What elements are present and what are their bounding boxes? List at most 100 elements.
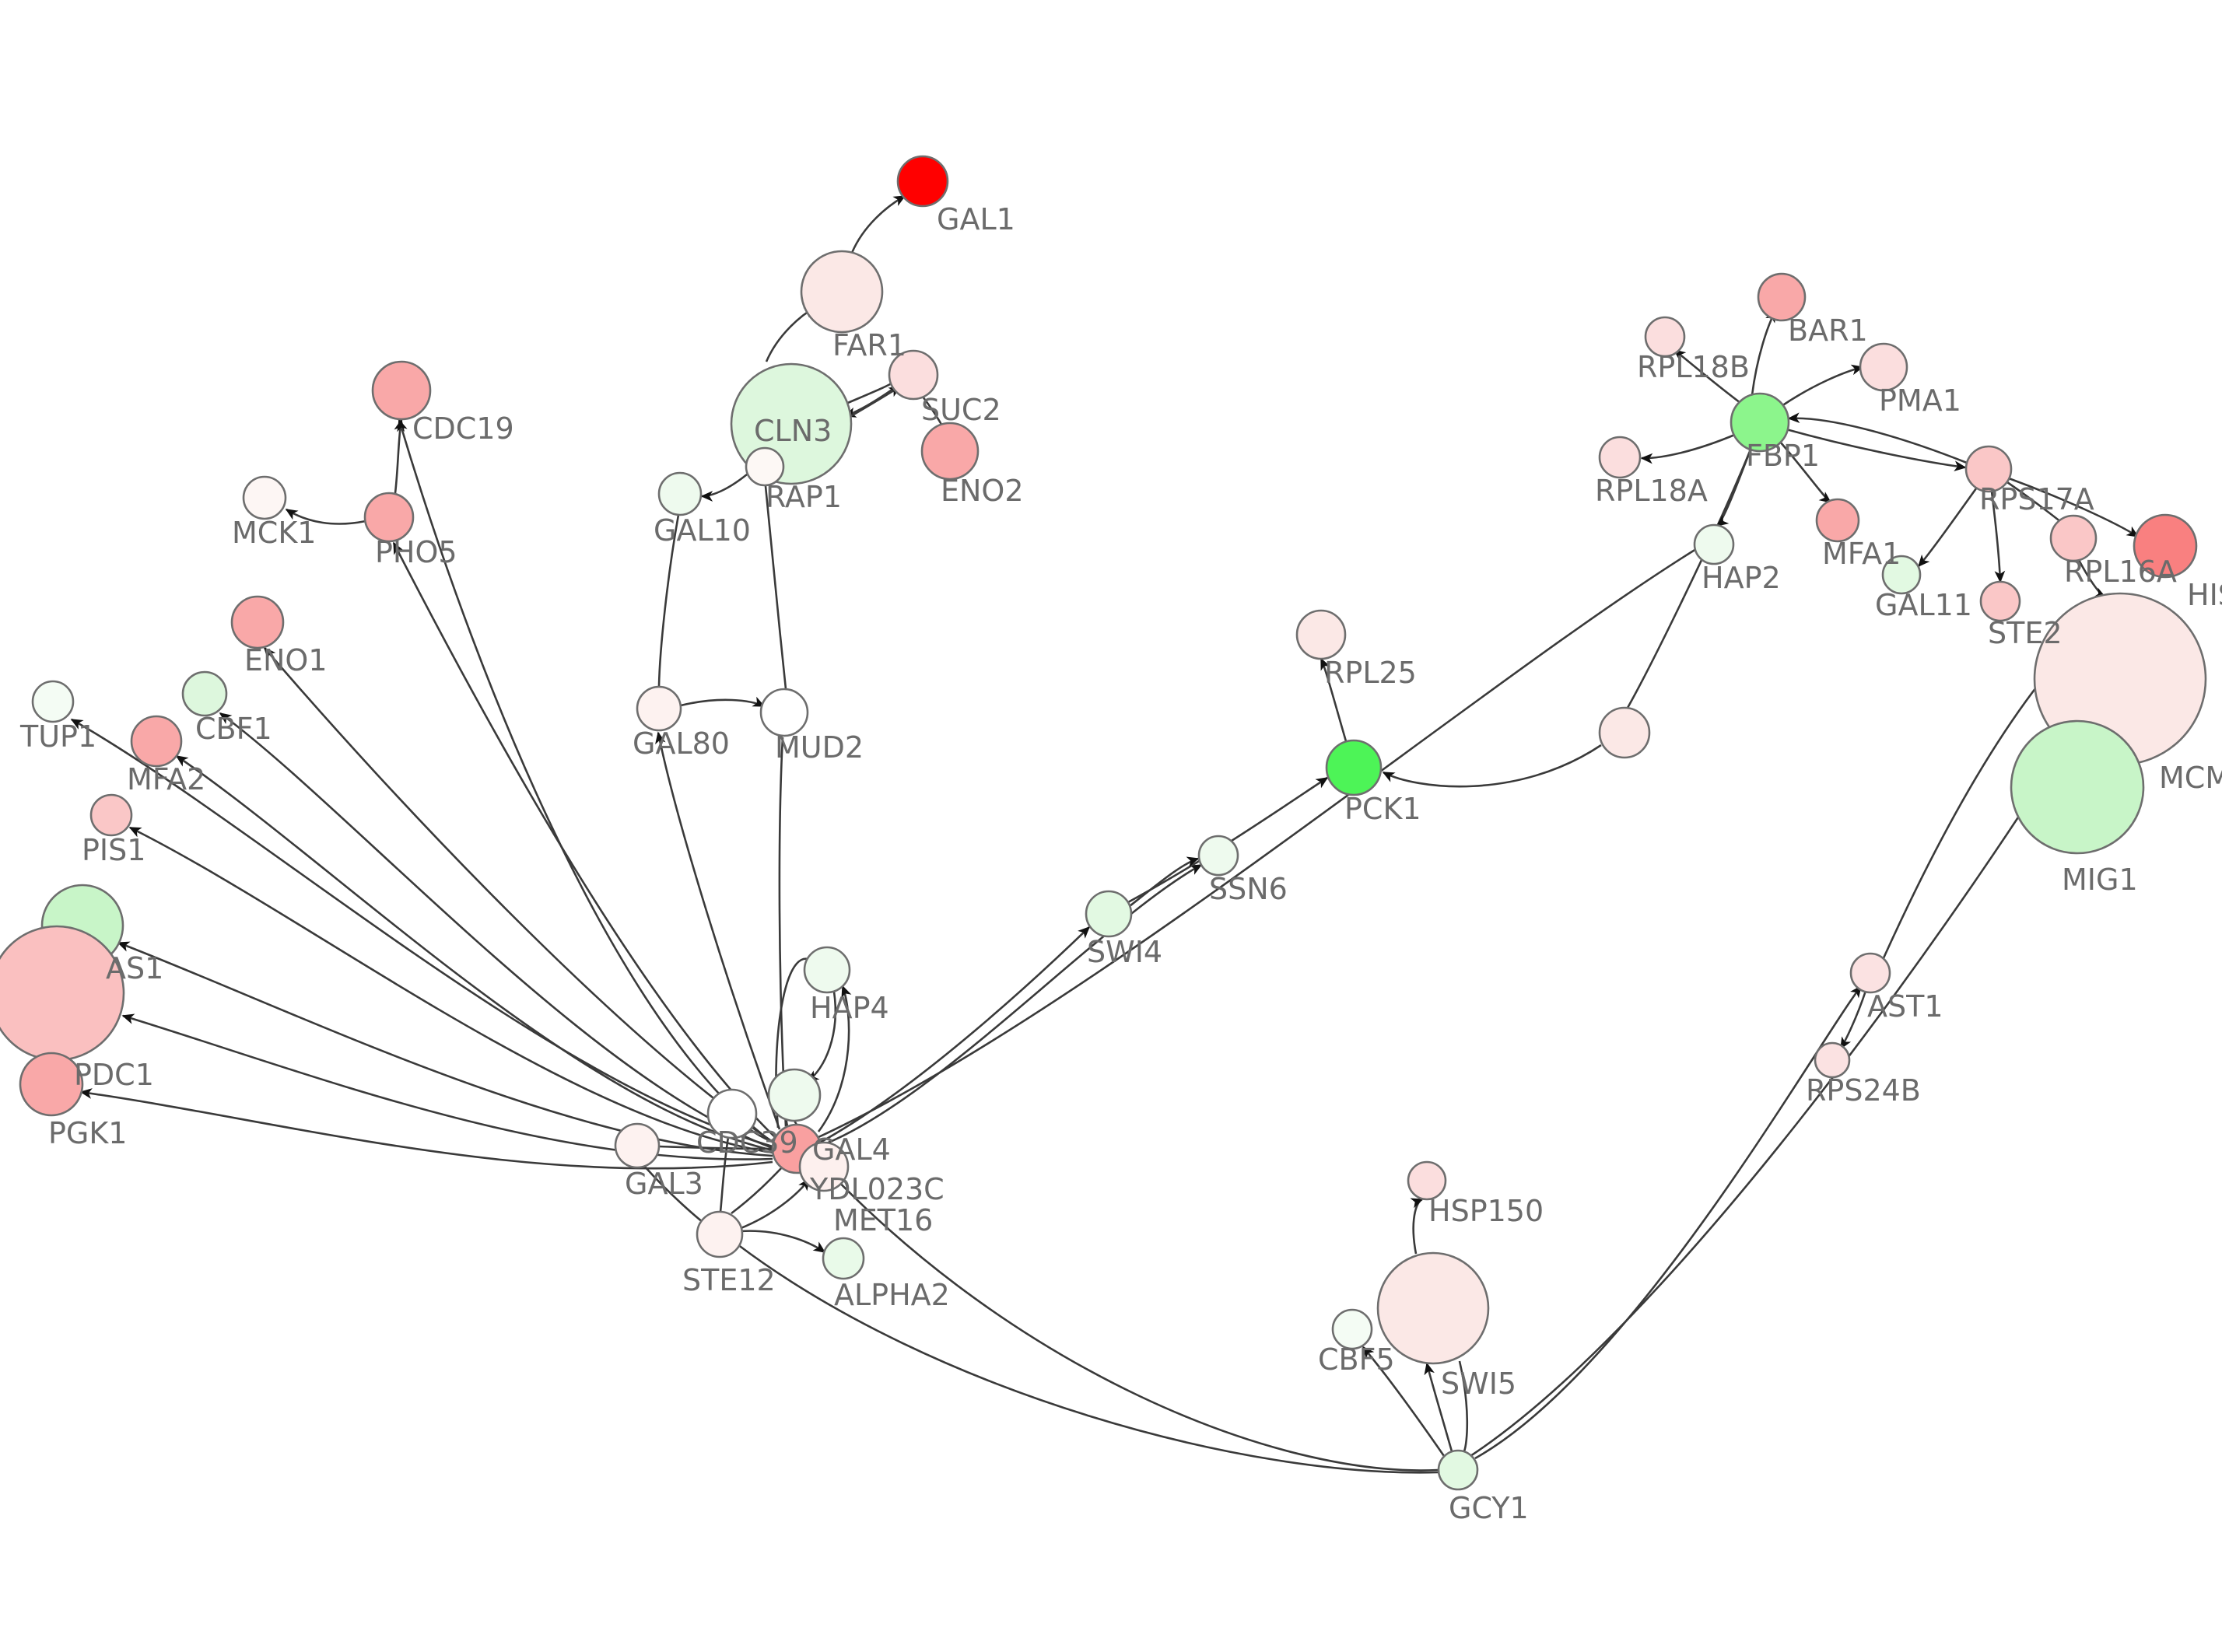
node-gal3[interactable] — [614, 1122, 661, 1169]
edge-gal4-to-hap2[interactable] — [818, 548, 1697, 1139]
node-pgk1[interactable] — [19, 1052, 84, 1117]
node-mud2[interactable] — [759, 688, 809, 737]
node-pdc1[interactable] — [0, 925, 125, 1062]
edge-gal4-to-pho5[interactable] — [392, 541, 776, 1138]
node-pck1[interactable] — [1325, 739, 1383, 796]
node-hap2[interactable] — [1693, 523, 1735, 565]
node-cbf1[interactable] — [181, 670, 228, 717]
node-gcy1[interactable] — [1437, 1449, 1479, 1491]
edge-ste12-to-alpha2[interactable] — [740, 1230, 826, 1254]
edge-gal4-to-swi4[interactable] — [818, 926, 1091, 1145]
node-ast1[interactable] — [1849, 952, 1891, 994]
edge-mcm1-to-ast1[interactable] — [1881, 684, 2040, 961]
edge-gal4-to-hap4[interactable] — [817, 985, 852, 1132]
edge-gcy1-to-ast1[interactable] — [1474, 985, 1863, 1460]
edge-cln3-to-gal10[interactable] — [700, 473, 748, 502]
node-bar1[interactable] — [1757, 272, 1807, 322]
edge-ste12-to-ydl023c[interactable] — [738, 1178, 811, 1230]
edge-mud2-to-rap1[interactable] — [764, 485, 787, 690]
node-hap4[interactable] — [803, 946, 851, 994]
node-ssn6[interactable] — [1197, 835, 1239, 877]
node-ste2[interactable] — [1979, 580, 2021, 622]
edge-gal4-to-pdc1[interactable] — [121, 1013, 773, 1160]
edge-swi4-to-pck1[interactable] — [1127, 776, 1329, 904]
node-far1[interactable] — [800, 250, 884, 334]
node-gal80[interactable] — [636, 685, 682, 732]
node-rpl18a[interactable] — [1598, 436, 1642, 479]
edge-fbp1-to-bar1[interactable] — [1751, 310, 1777, 396]
edge-rps17a-to-gal11[interactable] — [1917, 488, 1978, 568]
node-his4[interactable] — [2133, 513, 2198, 579]
node-rps24b[interactable] — [1814, 1041, 1851, 1079]
edge-far1-to-gal1[interactable] — [850, 194, 906, 254]
node-cdc39[interactable] — [706, 1088, 758, 1139]
node-ast1hub[interactable] — [1598, 706, 1651, 759]
node-mfa1[interactable] — [1815, 498, 1860, 543]
edge-swi5-to-hsp150[interactable] — [1410, 1198, 1424, 1255]
edge-gcy1-to-swi5[interactable] — [1424, 1362, 1453, 1452]
edge-fbp1-to-mfa1[interactable] — [1779, 441, 1832, 504]
edge-gal4-to-mfa2[interactable] — [175, 754, 773, 1152]
node-gal1[interactable] — [896, 155, 949, 208]
edge-gal4-to-as1[interactable] — [117, 941, 773, 1157]
node-rps17a[interactable] — [1964, 445, 2013, 493]
node-label-gal11: GAL11 — [1875, 588, 1972, 622]
edge-gal10-to-gal80[interactable] — [657, 514, 680, 687]
node-rap1[interactable] — [745, 446, 785, 487]
edge-gal4-to-cbf1[interactable] — [219, 712, 773, 1150]
edge-gal4-to-gcy1[interactable] — [816, 1158, 1439, 1472]
node-cdc19[interactable] — [371, 360, 432, 421]
edge-gcy1-to-mcm1[interactable] — [1470, 761, 2056, 1458]
node-gal10[interactable] — [657, 471, 703, 516]
node-ydl023c[interactable] — [798, 1141, 850, 1192]
node-mfa2[interactable] — [130, 715, 183, 768]
edge-fbp1-to-rpl18a[interactable] — [1640, 432, 1737, 464]
edge-gcy1-to-cbf5[interactable] — [1362, 1346, 1446, 1457]
node-rpl18b[interactable] — [1644, 316, 1686, 358]
edge-gal4-to-eno1[interactable] — [263, 646, 773, 1143]
edge-rps17a-to-ste2[interactable] — [1990, 491, 2006, 583]
edge-fbp1-to-ast1hub[interactable] — [1626, 449, 1752, 709]
edge-pho5-to-mck1[interactable] — [285, 508, 366, 525]
node-pma1[interactable] — [1859, 342, 1908, 392]
edge-rps17a-to-his4[interactable] — [2008, 477, 2140, 538]
node-eno1[interactable] — [230, 595, 285, 649]
edge-gal4-to-tup1[interactable] — [70, 718, 773, 1148]
node-mck1[interactable] — [242, 475, 287, 520]
node-alpha2[interactable] — [822, 1237, 865, 1280]
node-suc2[interactable] — [888, 349, 939, 401]
node-swi5[interactable] — [1376, 1251, 1490, 1365]
edge-gal4-to-pis1[interactable] — [128, 826, 773, 1154]
node-pis1[interactable] — [89, 793, 133, 837]
edge-swi4-to-ssn6[interactable] — [1129, 856, 1200, 908]
edge-ast1hub-to-pck1[interactable] — [1382, 744, 1602, 788]
node-hsp150[interactable] — [1407, 1160, 1447, 1201]
edge-gal80-to-mud2[interactable] — [680, 696, 766, 708]
node-rpl16a[interactable] — [2049, 514, 2098, 562]
node-hap4b[interactable] — [767, 1068, 822, 1122]
node-swi4[interactable] — [1085, 890, 1133, 938]
edge-gal4-to-gal80[interactable] — [655, 731, 781, 1130]
node-eno2[interactable] — [920, 422, 980, 481]
edge-cdc39-to-ste12[interactable] — [719, 1136, 730, 1213]
edge-fbp1-to-rpl18b[interactable] — [1673, 348, 1741, 404]
edge-fbp1-to-rps17a[interactable] — [1786, 428, 1967, 471]
node-cbf5[interactable] — [1331, 1308, 1373, 1350]
edge-rps17a-to-fbp1[interactable] — [1787, 412, 1968, 464]
edge-pho5-to-cdc19[interactable] — [394, 418, 405, 494]
edge-fbp1-to-pma1[interactable] — [1781, 364, 1864, 408]
node-tup1[interactable] — [31, 680, 75, 723]
node-gal11[interactable] — [1881, 555, 1922, 595]
node-rpl25[interactable] — [1295, 609, 1347, 660]
edge-gal4-to-ssn6[interactable] — [818, 863, 1203, 1148]
node-fbp1[interactable] — [1730, 392, 1790, 453]
edge-gal4-to-mud2[interactable] — [778, 737, 787, 1127]
node-ste12[interactable] — [696, 1210, 744, 1258]
edge-gal4-to-pgk1[interactable] — [79, 1088, 773, 1170]
edge-fbp1-to-hap2[interactable] — [1716, 449, 1752, 527]
edge-pck1-to-rpl25[interactable] — [1320, 657, 1348, 742]
edge-ste12-to-gcy1[interactable] — [737, 1243, 1439, 1474]
edge-swi5-to-gcy1[interactable] — [1458, 1360, 1469, 1452]
node-mig1[interactable] — [2010, 719, 2145, 855]
node-pho5[interactable] — [363, 492, 415, 543]
